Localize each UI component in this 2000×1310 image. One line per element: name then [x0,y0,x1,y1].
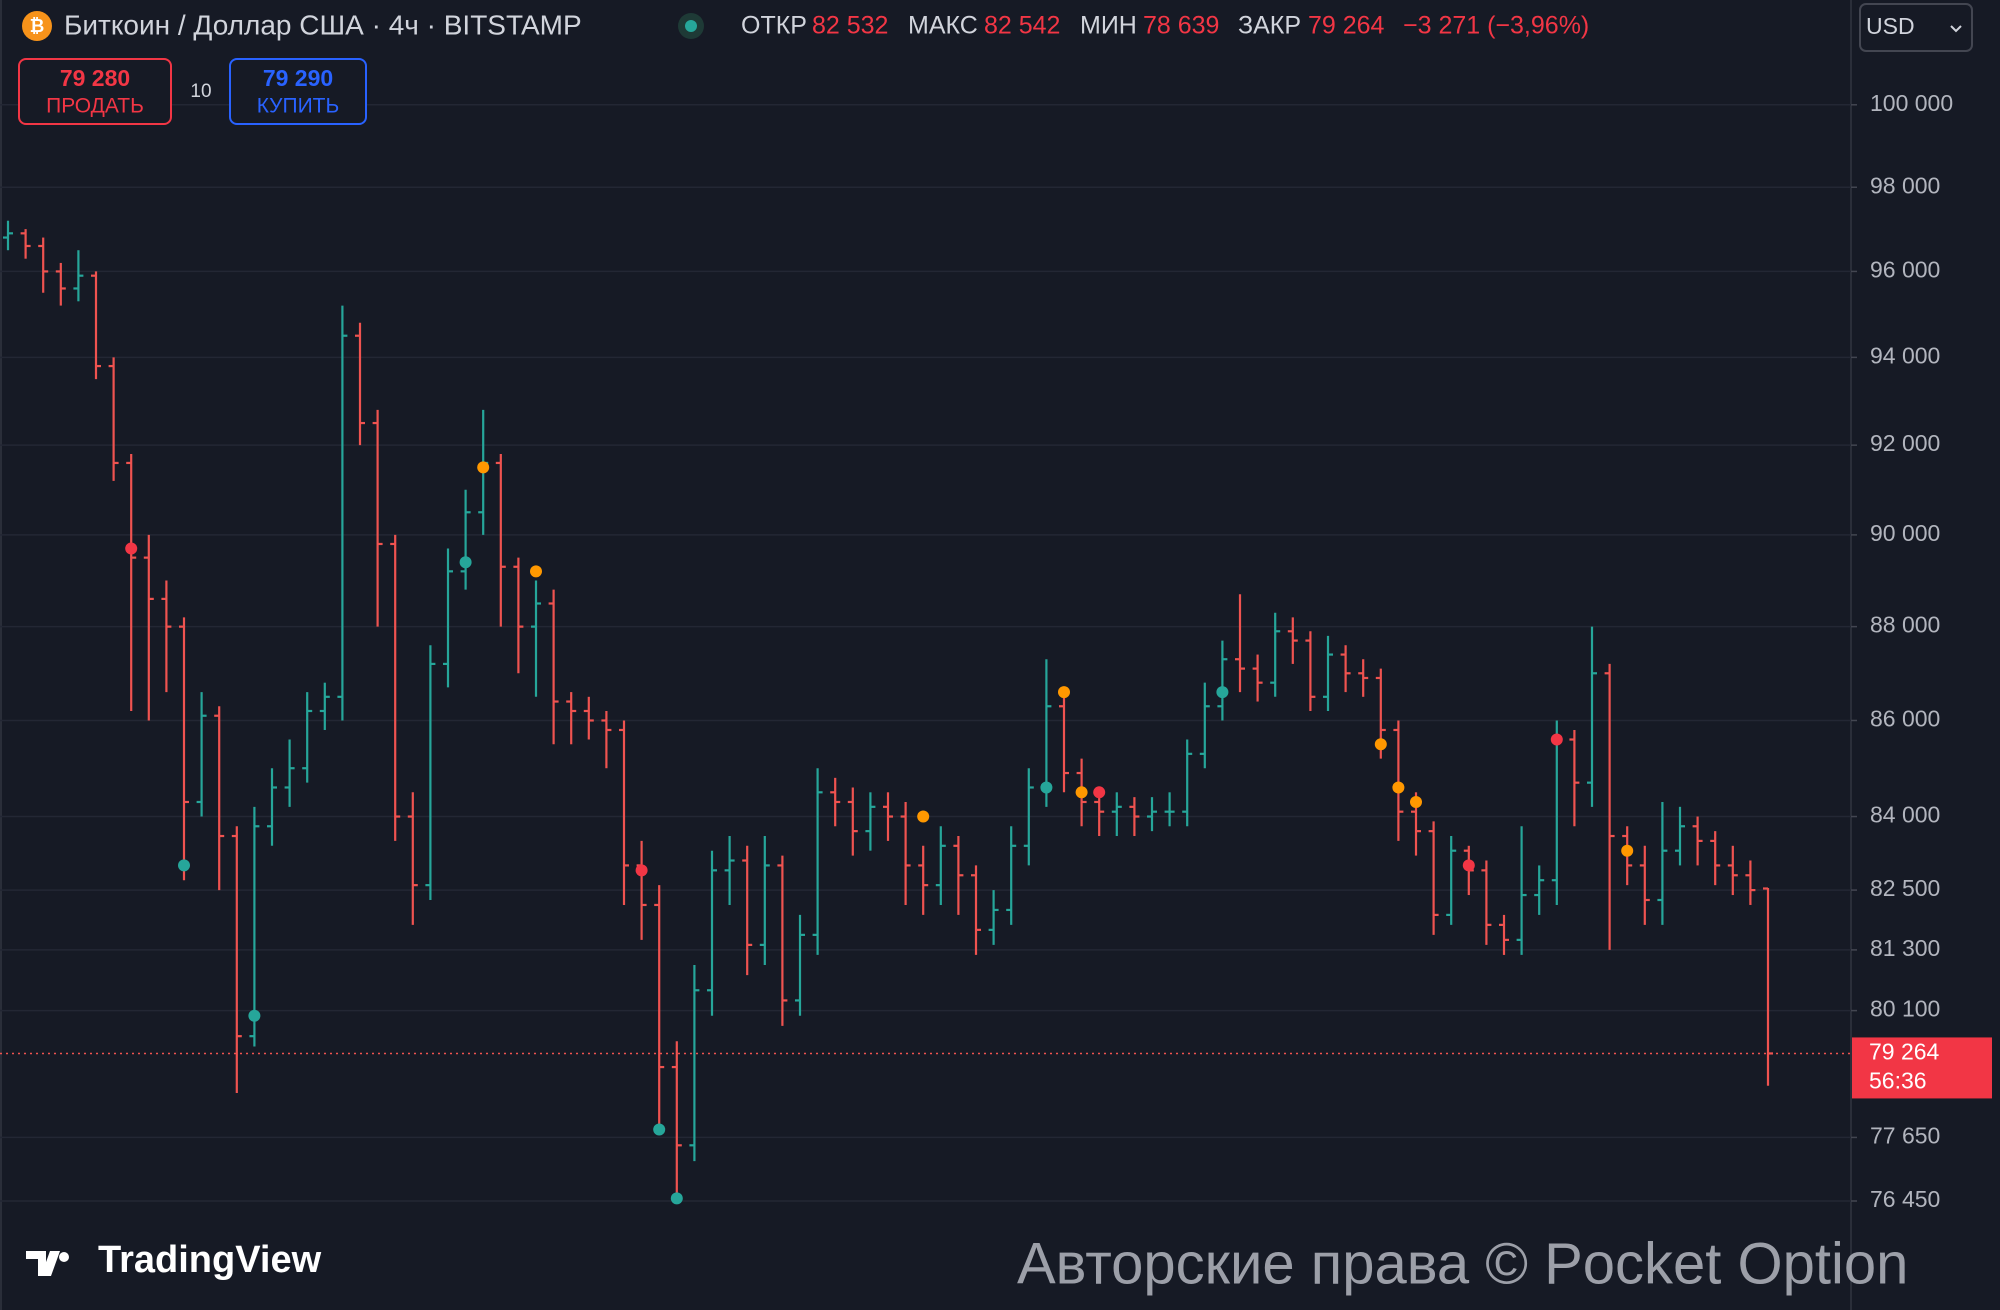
signal-marker [1550,733,1563,746]
btc-icon [22,11,52,41]
y-tick-label: 98 000 [1870,172,1940,198]
signal-marker [670,1192,683,1205]
signal-marker [477,461,490,474]
price-tag-label: 79 264 [1869,1039,1940,1065]
quantity[interactable]: 10 [190,81,211,102]
signal-marker [530,565,542,578]
y-tick-label: 100 000 [1870,90,1953,116]
status-dot [685,20,697,32]
currency[interactable]: USD [1866,13,1915,39]
y-tick-label: 90 000 [1870,520,1940,546]
signal-marker [1410,795,1422,808]
y-tick-label: 77 650 [1870,1122,1940,1148]
sell-button[interactable]: 79 280 ПРОДАТЬ [18,58,172,125]
signal-marker [178,859,190,872]
signal-marker [1462,859,1475,872]
signal-marker [125,542,138,555]
close-value: 79 264 [1308,12,1385,40]
buy-button[interactable]: 79 290 КУПИТЬ [229,58,367,125]
y-tick-label: 84 000 [1870,802,1940,828]
currency-select[interactable] [1859,3,1973,52]
logo-icon [26,1251,60,1276]
high-value: 82 542 [984,12,1060,40]
y-tick-label: 86 000 [1870,706,1940,732]
signal-marker [1093,786,1106,799]
dropdown-arrow [1950,25,1962,33]
watermark: Авторские права © Pocket Option [1017,1231,1908,1296]
price-axis: 100 000 98 000 96 000 94 000 92 000 90 000 88 … [1851,90,1992,1212]
y-tick-label: 94 000 [1870,342,1940,368]
symbol-title[interactable]: Биткоин / Доллар США · 4ч · BITSTAMP [64,9,582,40]
y-tick-label: 81 300 [1870,935,1940,961]
y-tick-label: 88 000 [1870,612,1940,638]
sell-label[interactable]: ПРОДАТЬ [46,95,144,118]
close-label: ЗАКР [1238,12,1301,40]
buy-label[interactable]: КУПИТЬ [257,95,340,118]
grid [0,104,1851,1202]
open-value: 82 532 [812,12,888,40]
signal-marker [917,810,930,823]
buy-box[interactable] [229,58,367,125]
sell-price[interactable]: 79 280 [60,65,130,91]
low-value: 78 639 [1143,12,1219,40]
signal-marker [1374,738,1387,751]
signal-marker [248,1009,261,1022]
signal-marker [1058,686,1070,699]
y-tick-label: 76 450 [1870,1186,1940,1212]
signal-marker [653,1123,666,1136]
low-label: МИН [1080,12,1137,40]
signal-marker [1216,686,1229,699]
logo-dot [59,1252,69,1262]
y-tick-label: 80 100 [1870,996,1940,1022]
signal-marker [1621,844,1634,857]
signal-marker [459,556,472,569]
change-value: −3 271 (−3,96%) [1403,12,1589,40]
high-label: МАКС [908,12,978,40]
signal-marker [1075,786,1088,799]
y-tick-label: 96 000 [1870,257,1940,283]
y-tick-label: 92 000 [1870,430,1940,456]
buy-price[interactable]: 79 290 [263,65,333,91]
btc-symbol: ₿ [30,16,45,36]
logo: TradingView [98,1239,322,1281]
signal-marker [635,864,648,877]
y-tick-label: 82 500 [1870,875,1940,901]
sell-box[interactable] [18,58,172,125]
plot [0,220,1851,1205]
price-tag [1852,1037,1992,1099]
signal-marker [1392,781,1405,794]
open-label: ОТКР [741,12,807,40]
signal-marker [1040,781,1053,794]
countdown: 56:36 [1869,1068,1927,1094]
